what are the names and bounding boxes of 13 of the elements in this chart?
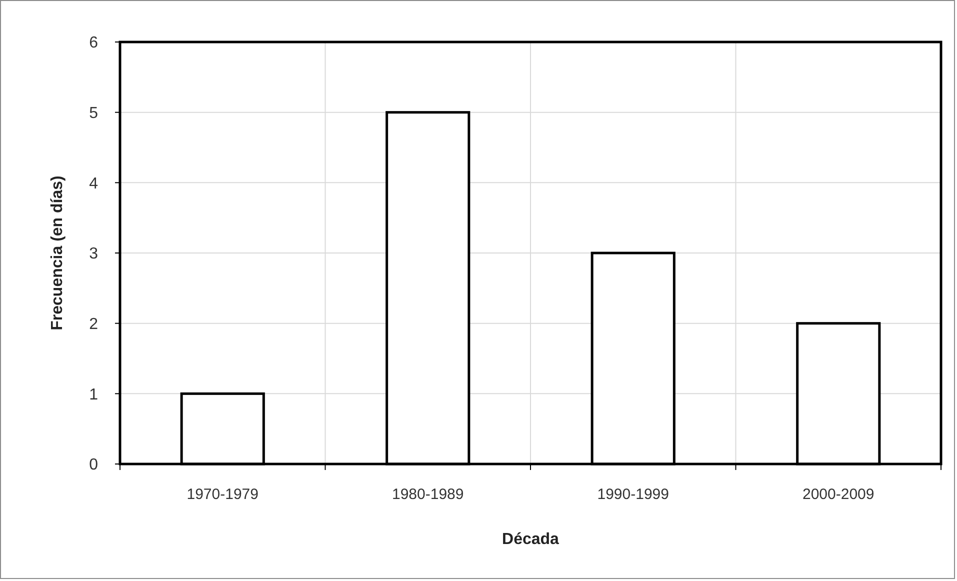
x-tick-label: 1990-1999 bbox=[597, 486, 669, 503]
y-axis-title: Frecuencia (en días) bbox=[49, 176, 66, 330]
x-tick-label: 1970-1979 bbox=[186, 486, 258, 503]
y-tick-label: 5 bbox=[89, 104, 98, 122]
y-tick-label: 6 bbox=[89, 34, 98, 52]
x-axis-title: Década bbox=[502, 531, 560, 548]
y-tick-label: 1 bbox=[89, 386, 98, 404]
y-tick-label: 0 bbox=[89, 456, 98, 474]
x-tick-label: 1980-1989 bbox=[392, 486, 464, 503]
y-tick-label: 3 bbox=[89, 246, 98, 263]
x-tick-label: 2000-2009 bbox=[802, 486, 874, 503]
y-tick-label: 2 bbox=[89, 316, 98, 333]
y-tick-label: 4 bbox=[89, 175, 98, 192]
